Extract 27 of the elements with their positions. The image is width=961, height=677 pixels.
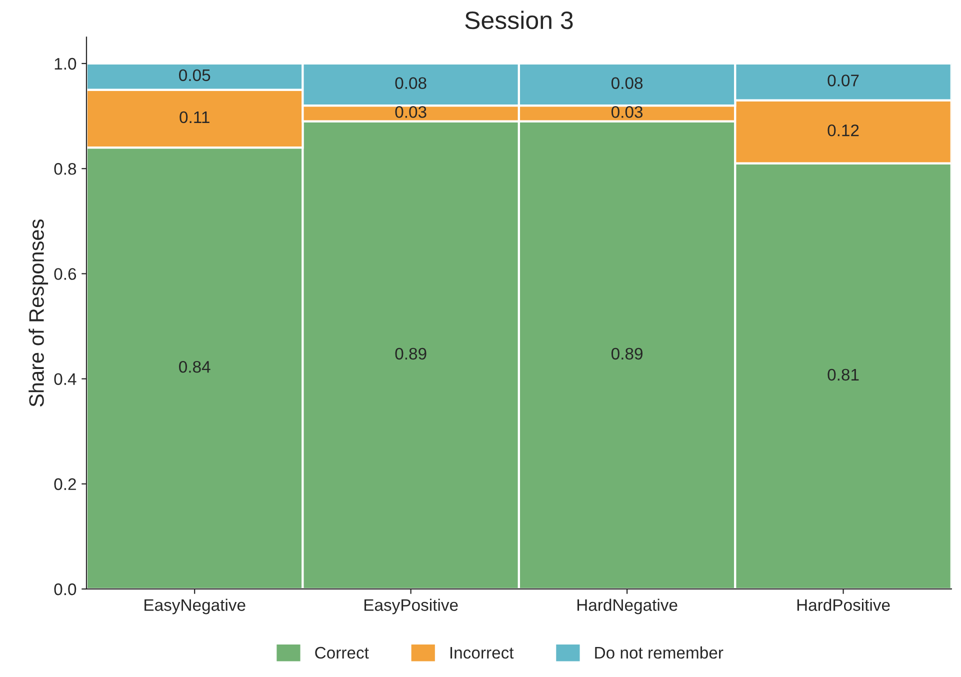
data-label: 0.05 [179,69,210,82]
legend-label: Correct [315,646,369,659]
legend-label: Incorrect [450,647,514,659]
y-tick-label: 0.0 [54,583,76,596]
x-tick-label: EasyNegative [144,598,246,614]
legend-label: Do not remember [595,646,724,659]
data-label: 0.81 [828,368,859,381]
y-tick-label: 1.0 [54,58,76,70]
x-tick-label: EasyPositive [364,598,458,614]
data-label: 0.84 [179,360,210,373]
y-axis-title: Share of Responses [28,219,48,407]
x-tick-label: HardPositive [797,598,890,611]
y-tick-label: 0.2 [54,478,76,490]
y-tick-label: 0.8 [54,163,76,175]
data-label: 0.89 [611,348,642,360]
data-label: 0.07 [828,74,859,86]
y-tick-label: 0.4 [54,373,76,385]
x-tick-label: HardNegative [577,598,678,614]
data-label: 0.08 [611,77,643,89]
data-label: 0.89 [395,348,426,360]
data-label: 0.03 [611,106,643,118]
chart-title: Session 3 [465,10,573,30]
data-label: 0.12 [828,124,859,136]
data-label: 0.08 [395,77,426,89]
data-label: 0.11 [180,111,210,124]
data-label: 0.03 [395,106,426,118]
y-tick-label: 0.6 [54,268,76,280]
